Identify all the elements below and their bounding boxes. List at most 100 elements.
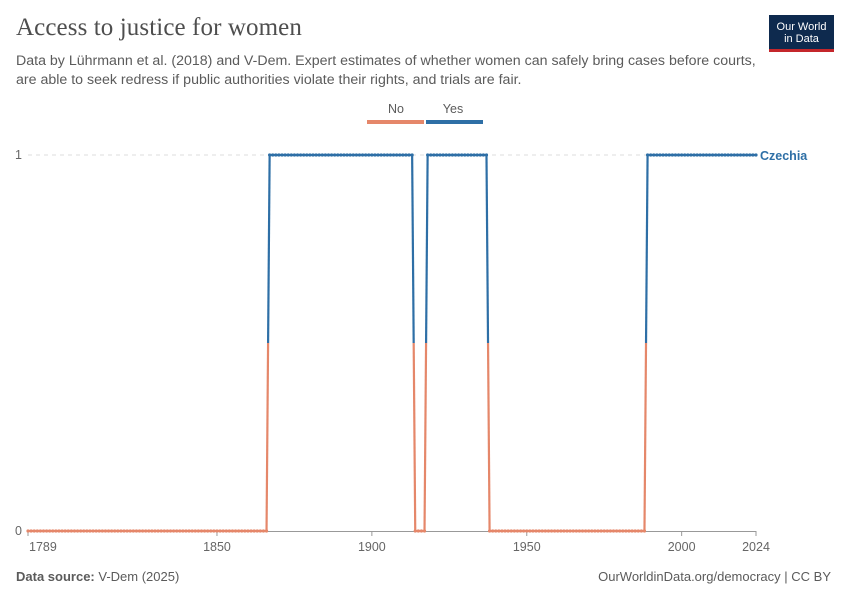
data-point	[162, 529, 166, 533]
data-point	[156, 529, 160, 533]
data-point	[295, 153, 300, 157]
data-point	[351, 153, 355, 157]
data-point	[723, 153, 727, 157]
data-point	[249, 529, 253, 533]
data-point	[292, 153, 297, 157]
data-point	[69, 529, 73, 533]
data-point	[584, 529, 588, 533]
data-point	[354, 153, 358, 157]
legend-swatch-yes	[426, 120, 483, 124]
data-point	[714, 153, 718, 157]
data-point	[320, 153, 324, 157]
transition-segment	[411, 154, 415, 344]
series-markers	[426, 153, 489, 157]
data-point	[500, 529, 504, 533]
transition-segment	[644, 154, 649, 344]
data-point	[193, 529, 197, 533]
data-point	[370, 153, 374, 157]
data-point	[568, 529, 572, 533]
data-point	[302, 153, 306, 157]
data-point	[339, 153, 343, 157]
data-point	[271, 153, 275, 157]
series-markers	[645, 153, 758, 157]
data-point	[512, 529, 516, 533]
data-point	[683, 153, 687, 157]
data-point	[401, 153, 405, 157]
data-point	[144, 529, 148, 533]
data-point	[51, 529, 55, 533]
data-point	[518, 529, 523, 533]
data-point	[686, 153, 690, 157]
data-point	[255, 529, 259, 533]
footer-link[interactable]: OurWorldinData.org/democracy | CC BY	[598, 569, 831, 584]
data-point	[460, 153, 464, 157]
data-point	[283, 153, 287, 157]
data-point	[85, 529, 89, 533]
data-point	[602, 529, 606, 533]
data-source-value[interactable]: V-Dem (2025)	[98, 569, 180, 584]
data-point	[336, 153, 340, 157]
data-point	[209, 529, 213, 533]
data-point	[150, 529, 154, 533]
data-point	[404, 153, 408, 157]
data-point	[79, 529, 83, 533]
data-point	[711, 153, 715, 157]
data-point	[75, 529, 80, 533]
data-point	[131, 529, 135, 533]
data-point	[590, 529, 594, 533]
data-point	[168, 529, 173, 533]
data-point	[506, 529, 510, 533]
data-point	[268, 153, 272, 157]
data-point	[26, 529, 30, 533]
data-point	[147, 529, 151, 533]
data-point	[416, 529, 420, 533]
series-markers	[487, 529, 647, 533]
data-point	[673, 153, 678, 157]
data-point	[54, 529, 58, 533]
data-point	[426, 153, 430, 157]
data-point	[308, 153, 312, 157]
data-point	[689, 153, 693, 157]
data-source-label: Data source:	[16, 569, 95, 584]
data-point	[614, 529, 619, 533]
data-point	[515, 529, 520, 533]
y-tick-label: 0	[15, 524, 22, 538]
data-point	[543, 529, 547, 533]
data-point	[277, 153, 281, 157]
data-point	[574, 529, 578, 533]
data-point	[664, 153, 668, 157]
data-point	[367, 153, 371, 157]
data-point	[237, 529, 241, 533]
owid-logo[interactable]: Our World in Data	[769, 15, 834, 52]
x-tick-label: 1850	[203, 540, 231, 554]
data-point	[395, 153, 399, 157]
data-point	[342, 153, 346, 157]
data-point	[172, 529, 176, 533]
chart-title: Access to justice for women	[16, 14, 302, 41]
data-point	[385, 153, 389, 157]
data-point	[735, 153, 740, 157]
data-point	[478, 153, 482, 157]
data-point	[60, 529, 64, 533]
data-point	[38, 529, 42, 533]
data-point	[299, 153, 303, 157]
data-point	[497, 529, 501, 533]
data-point	[199, 529, 204, 533]
data-point	[491, 529, 495, 533]
x-tick-label: 2024	[742, 540, 770, 554]
data-point	[215, 529, 219, 533]
data-point	[649, 153, 653, 157]
data-point	[633, 529, 637, 533]
data-point	[376, 153, 380, 157]
data-point	[106, 529, 111, 533]
data-point	[726, 153, 730, 157]
data-point	[450, 153, 455, 157]
data-point	[190, 529, 194, 533]
data-point	[748, 153, 752, 157]
data-point	[398, 153, 402, 157]
series-markers	[26, 529, 269, 533]
data-point	[103, 529, 108, 533]
data-point	[645, 153, 650, 157]
data-point	[224, 529, 228, 533]
